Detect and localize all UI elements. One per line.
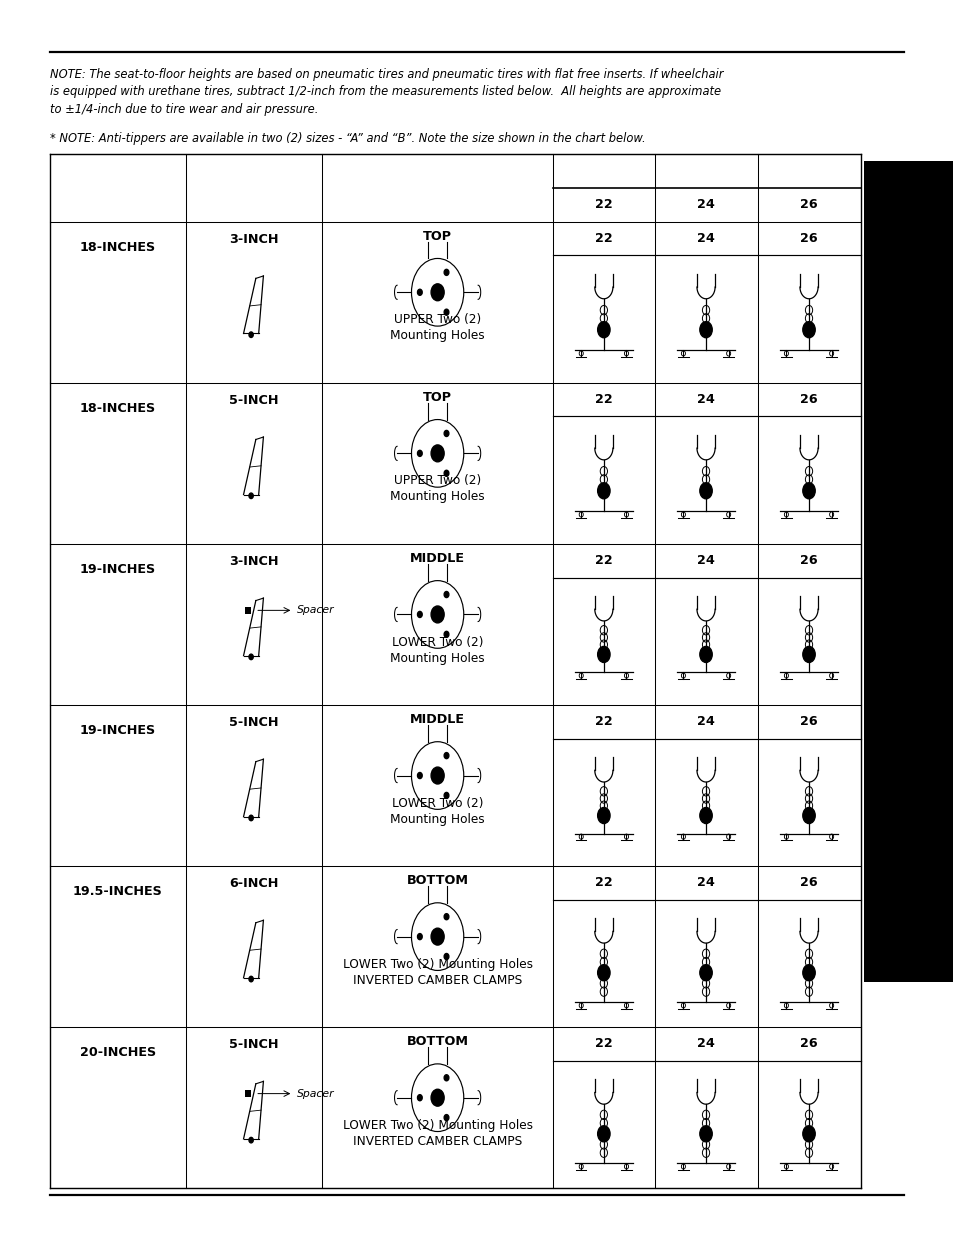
Circle shape (444, 793, 449, 799)
Text: Spacer: Spacer (296, 1088, 335, 1099)
Text: 24: 24 (697, 1037, 714, 1051)
Text: 24: 24 (697, 232, 714, 245)
Text: UPPER Two (2)
Mounting Holes: UPPER Two (2) Mounting Holes (390, 314, 484, 342)
Circle shape (249, 977, 253, 982)
Text: 3-INCH: 3-INCH (229, 233, 278, 246)
Bar (245, 1091, 251, 1097)
Circle shape (802, 483, 815, 499)
Circle shape (444, 914, 449, 920)
Text: BOTTOM: BOTTOM (406, 874, 468, 887)
Circle shape (802, 646, 815, 662)
Text: 26: 26 (800, 199, 817, 211)
Circle shape (444, 471, 449, 477)
Circle shape (597, 808, 609, 824)
Text: 22: 22 (595, 715, 612, 729)
Text: 26: 26 (800, 393, 817, 406)
Circle shape (417, 1094, 422, 1100)
Circle shape (249, 332, 253, 337)
Circle shape (417, 611, 422, 618)
Text: 26: 26 (800, 715, 817, 729)
Circle shape (249, 493, 253, 499)
Text: TOP: TOP (423, 230, 452, 242)
Circle shape (444, 752, 449, 758)
Circle shape (444, 1114, 449, 1120)
Circle shape (417, 772, 422, 778)
Circle shape (597, 646, 609, 662)
Text: 18-INCHES: 18-INCHES (80, 401, 155, 415)
Text: 22: 22 (595, 393, 612, 406)
Circle shape (431, 929, 444, 945)
Circle shape (444, 431, 449, 436)
Text: 6-INCH: 6-INCH (229, 877, 278, 890)
Circle shape (597, 1126, 609, 1142)
Circle shape (802, 808, 815, 824)
Text: 24: 24 (697, 715, 714, 729)
Text: 26: 26 (800, 555, 817, 567)
Text: 5-INCH: 5-INCH (229, 716, 278, 729)
Circle shape (444, 953, 449, 960)
Text: LOWER Two (2) Mounting Holes
INVERTED CAMBER CLAMPS: LOWER Two (2) Mounting Holes INVERTED CA… (342, 957, 532, 987)
Text: LOWER Two (2)
Mounting Holes: LOWER Two (2) Mounting Holes (390, 636, 484, 664)
Circle shape (597, 483, 609, 499)
Text: BOTTOM: BOTTOM (406, 1035, 468, 1049)
Text: LOWER Two (2)
Mounting Holes: LOWER Two (2) Mounting Holes (390, 797, 484, 826)
Circle shape (249, 1137, 253, 1142)
Circle shape (700, 1126, 712, 1142)
Circle shape (700, 321, 712, 337)
Circle shape (597, 965, 609, 981)
Text: 22: 22 (595, 1037, 612, 1051)
Circle shape (700, 808, 712, 824)
Text: MIDDLE: MIDDLE (410, 713, 465, 726)
Text: 26: 26 (800, 1037, 817, 1051)
Circle shape (444, 631, 449, 637)
Circle shape (431, 445, 444, 462)
Circle shape (444, 1074, 449, 1081)
Circle shape (700, 483, 712, 499)
Text: 22: 22 (595, 232, 612, 245)
Text: TOP: TOP (423, 390, 452, 404)
Text: 22: 22 (595, 199, 612, 211)
Circle shape (431, 767, 444, 784)
Circle shape (431, 1089, 444, 1107)
Text: LOWER Two (2) Mounting Holes
INVERTED CAMBER CLAMPS: LOWER Two (2) Mounting Holes INVERTED CA… (342, 1119, 532, 1147)
Circle shape (444, 269, 449, 275)
Circle shape (597, 321, 609, 337)
Text: 19.5-INCHES: 19.5-INCHES (72, 885, 162, 898)
Circle shape (700, 646, 712, 662)
Text: 26: 26 (800, 877, 817, 889)
Text: * NOTE: Anti-tippers are available in two (2) sizes - “A” and “B”. Note the size: * NOTE: Anti-tippers are available in tw… (50, 132, 644, 146)
Text: 24: 24 (697, 393, 714, 406)
Text: 24: 24 (697, 199, 714, 211)
Text: Spacer: Spacer (296, 605, 335, 615)
Text: 19-INCHES: 19-INCHES (80, 563, 155, 576)
Bar (245, 606, 251, 614)
Text: 18-INCHES: 18-INCHES (80, 241, 155, 254)
Text: MIDDLE: MIDDLE (410, 552, 465, 564)
Circle shape (417, 451, 422, 457)
Circle shape (802, 965, 815, 981)
Circle shape (802, 1126, 815, 1142)
Text: UPPER Two (2)
Mounting Holes: UPPER Two (2) Mounting Holes (390, 474, 484, 504)
Text: 5-INCH: 5-INCH (229, 1039, 278, 1051)
Text: 24: 24 (697, 877, 714, 889)
Circle shape (444, 592, 449, 598)
Circle shape (249, 655, 253, 659)
Text: 5-INCH: 5-INCH (229, 394, 278, 406)
Text: 22: 22 (595, 555, 612, 567)
Text: NOTE: The seat-to-floor heights are based on pneumatic tires and pneumatic tires: NOTE: The seat-to-floor heights are base… (50, 68, 722, 116)
Text: 24: 24 (697, 555, 714, 567)
Circle shape (417, 934, 422, 940)
Circle shape (431, 606, 444, 622)
Circle shape (444, 309, 449, 315)
Text: 26: 26 (800, 232, 817, 245)
Bar (863, 161, 953, 982)
Circle shape (431, 284, 444, 301)
Circle shape (417, 289, 422, 295)
Text: 3-INCH: 3-INCH (229, 555, 278, 568)
Circle shape (802, 321, 815, 337)
Text: 20-INCHES: 20-INCHES (80, 1046, 155, 1060)
Circle shape (249, 815, 253, 821)
Circle shape (700, 965, 712, 981)
Text: 19-INCHES: 19-INCHES (80, 724, 155, 737)
Text: 22: 22 (595, 877, 612, 889)
